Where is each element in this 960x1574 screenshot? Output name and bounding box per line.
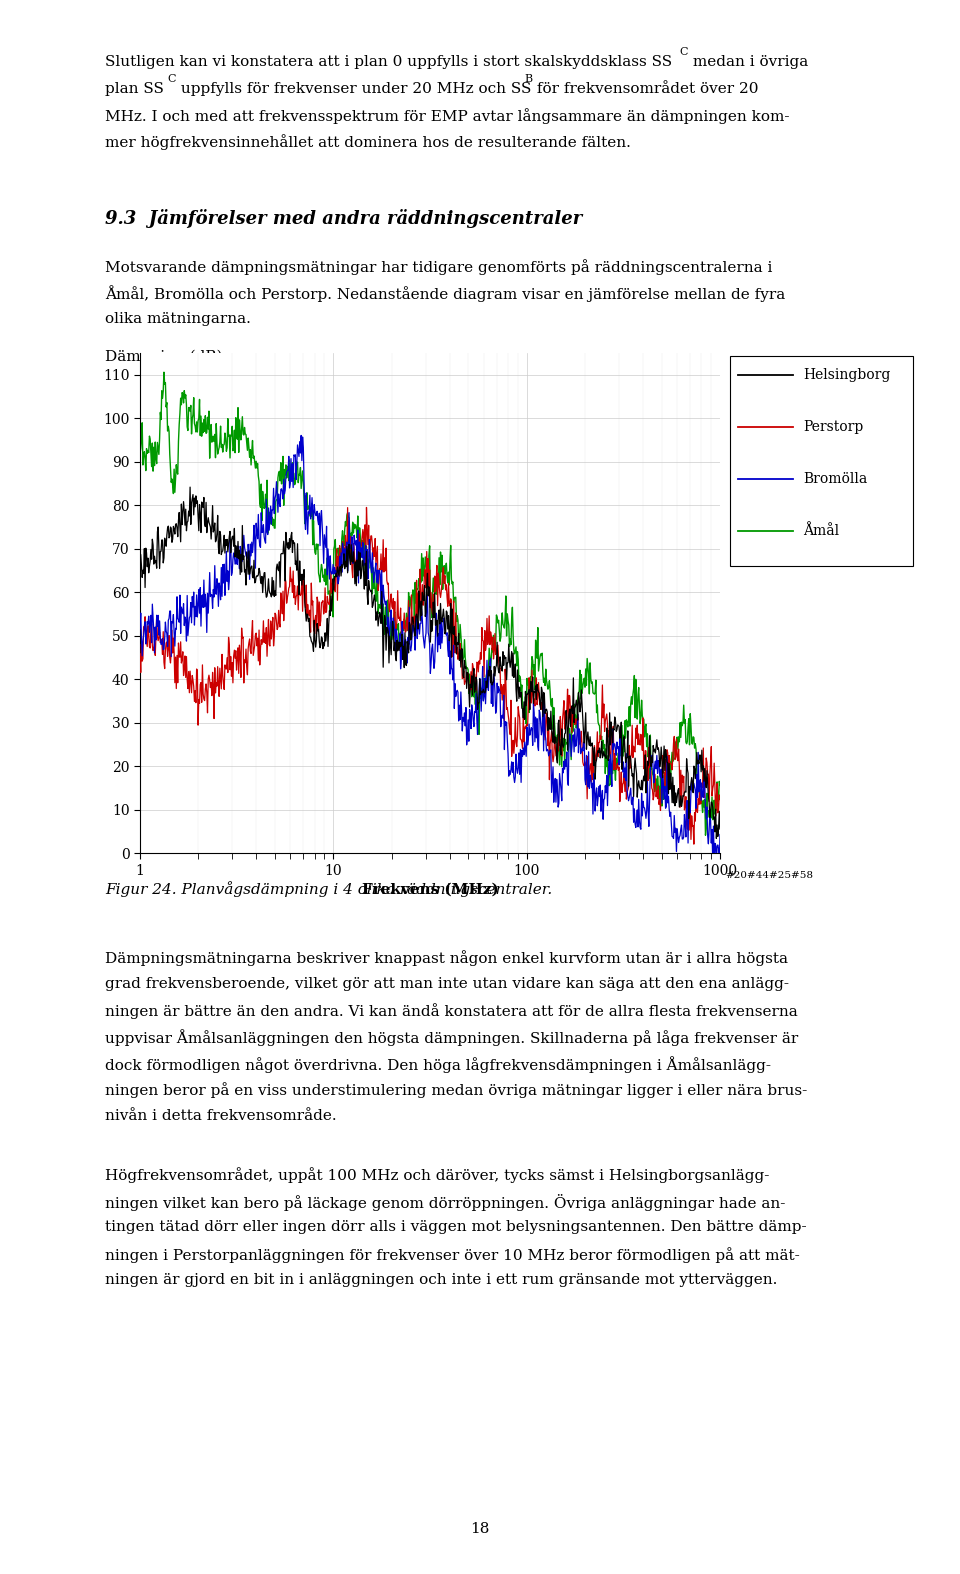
Text: 9.3  Jämförelser med andra räddningscentraler: 9.3 Jämförelser med andra räddningscentr… bbox=[105, 209, 583, 228]
Text: tingen tätad dörr eller ingen dörr alls i väggen mot belysningsantennen. Den bät: tingen tätad dörr eller ingen dörr alls … bbox=[105, 1220, 806, 1234]
Text: olika mätningarna.: olika mätningarna. bbox=[105, 312, 251, 326]
Text: C: C bbox=[680, 47, 688, 57]
Text: #20#44#25#58: #20#44#25#58 bbox=[725, 870, 813, 880]
Text: C: C bbox=[167, 74, 176, 83]
Text: Bromölla: Bromölla bbox=[803, 472, 867, 486]
Text: Helsingborg: Helsingborg bbox=[803, 368, 890, 382]
Text: Dämpningsmätningarna beskriver knappast någon enkel kurvform utan är i allra hög: Dämpningsmätningarna beskriver knappast … bbox=[105, 951, 788, 966]
Text: ningen är bättre än den andra. Vi kan ändå konstatera att för de allra flesta fr: ningen är bättre än den andra. Vi kan än… bbox=[105, 1003, 798, 1018]
Text: nivån i detta frekvensområde.: nivån i detta frekvensområde. bbox=[105, 1110, 337, 1122]
Text: uppvisar Åmålsanläggningen den högsta dämpningen. Skillnaderna på låga frekvense: uppvisar Åmålsanläggningen den högsta dä… bbox=[105, 1029, 799, 1047]
X-axis label: Frekvens (MHz): Frekvens (MHz) bbox=[362, 883, 498, 897]
Text: MHz. I och med att frekvensspektrum för EMP avtar långsammare än dämpningen kom-: MHz. I och med att frekvensspektrum för … bbox=[105, 109, 789, 124]
Text: ningen beror på en viss understimulering medan övriga mätningar ligger i eller n: ningen beror på en viss understimulering… bbox=[105, 1083, 807, 1099]
Text: Högfrekvensområdet, uppåt 100 MHz och däröver, tycks sämst i Helsingborgsanlägg-: Högfrekvensområdet, uppåt 100 MHz och dä… bbox=[105, 1168, 769, 1184]
Text: ningen vilket kan bero på läckage genom dörröppningen. Övriga anläggningar hade : ningen vilket kan bero på läckage genom … bbox=[105, 1193, 785, 1210]
Text: dock förmodligen något överdrivna. Den höga lågfrekvensdämpningen i Åmålsanlägg-: dock förmodligen något överdrivna. Den h… bbox=[105, 1056, 771, 1073]
Text: B: B bbox=[524, 74, 532, 83]
Text: för frekvensområdet över 20: för frekvensområdet över 20 bbox=[532, 82, 758, 96]
Text: 18: 18 bbox=[470, 1522, 490, 1536]
Text: uppfylls för frekvenser under 20 MHz och SS: uppfylls för frekvenser under 20 MHz och… bbox=[176, 82, 532, 96]
Text: Åmål: Åmål bbox=[803, 524, 839, 538]
Text: Motsvarande dämpningsmätningar har tidigare genomförts på räddningscentralerna i: Motsvarande dämpningsmätningar har tidig… bbox=[105, 260, 773, 275]
Text: mer högfrekvensinnehållet att dominera hos de resulterande fälten.: mer högfrekvensinnehållet att dominera h… bbox=[105, 134, 631, 151]
Text: grad frekvensberoende, vilket gör att man inte utan vidare kan säga att den ena : grad frekvensberoende, vilket gör att ma… bbox=[105, 976, 789, 990]
Text: Dämpning (dB): Dämpning (dB) bbox=[105, 349, 223, 364]
Text: medan i övriga: medan i övriga bbox=[688, 55, 808, 69]
Text: Perstorp: Perstorp bbox=[803, 420, 863, 434]
Text: Figur 24. Planvågsdämpning i 4 olika räddningscentraler.: Figur 24. Planvågsdämpning i 4 olika räd… bbox=[105, 881, 552, 897]
Text: ningen i Perstorpanläggningen för frekvenser över 10 MHz beror förmodligen på at: ningen i Perstorpanläggningen för frekve… bbox=[105, 1247, 800, 1262]
Text: ningen är gjord en bit in i anläggningen och inte i ett rum gränsande mot ytterv: ningen är gjord en bit in i anläggningen… bbox=[105, 1273, 778, 1288]
Bar bbox=[730, 356, 913, 567]
Text: Slutligen kan vi konstatera att i plan 0 uppfylls i stort skalskyddsklass SS: Slutligen kan vi konstatera att i plan 0… bbox=[105, 55, 672, 69]
Text: plan SS: plan SS bbox=[105, 82, 164, 96]
Text: Åmål, Bromölla och Perstorp. Nedanstående diagram visar en jämförelse mellan de : Åmål, Bromölla och Perstorp. Nedanståend… bbox=[105, 285, 785, 302]
